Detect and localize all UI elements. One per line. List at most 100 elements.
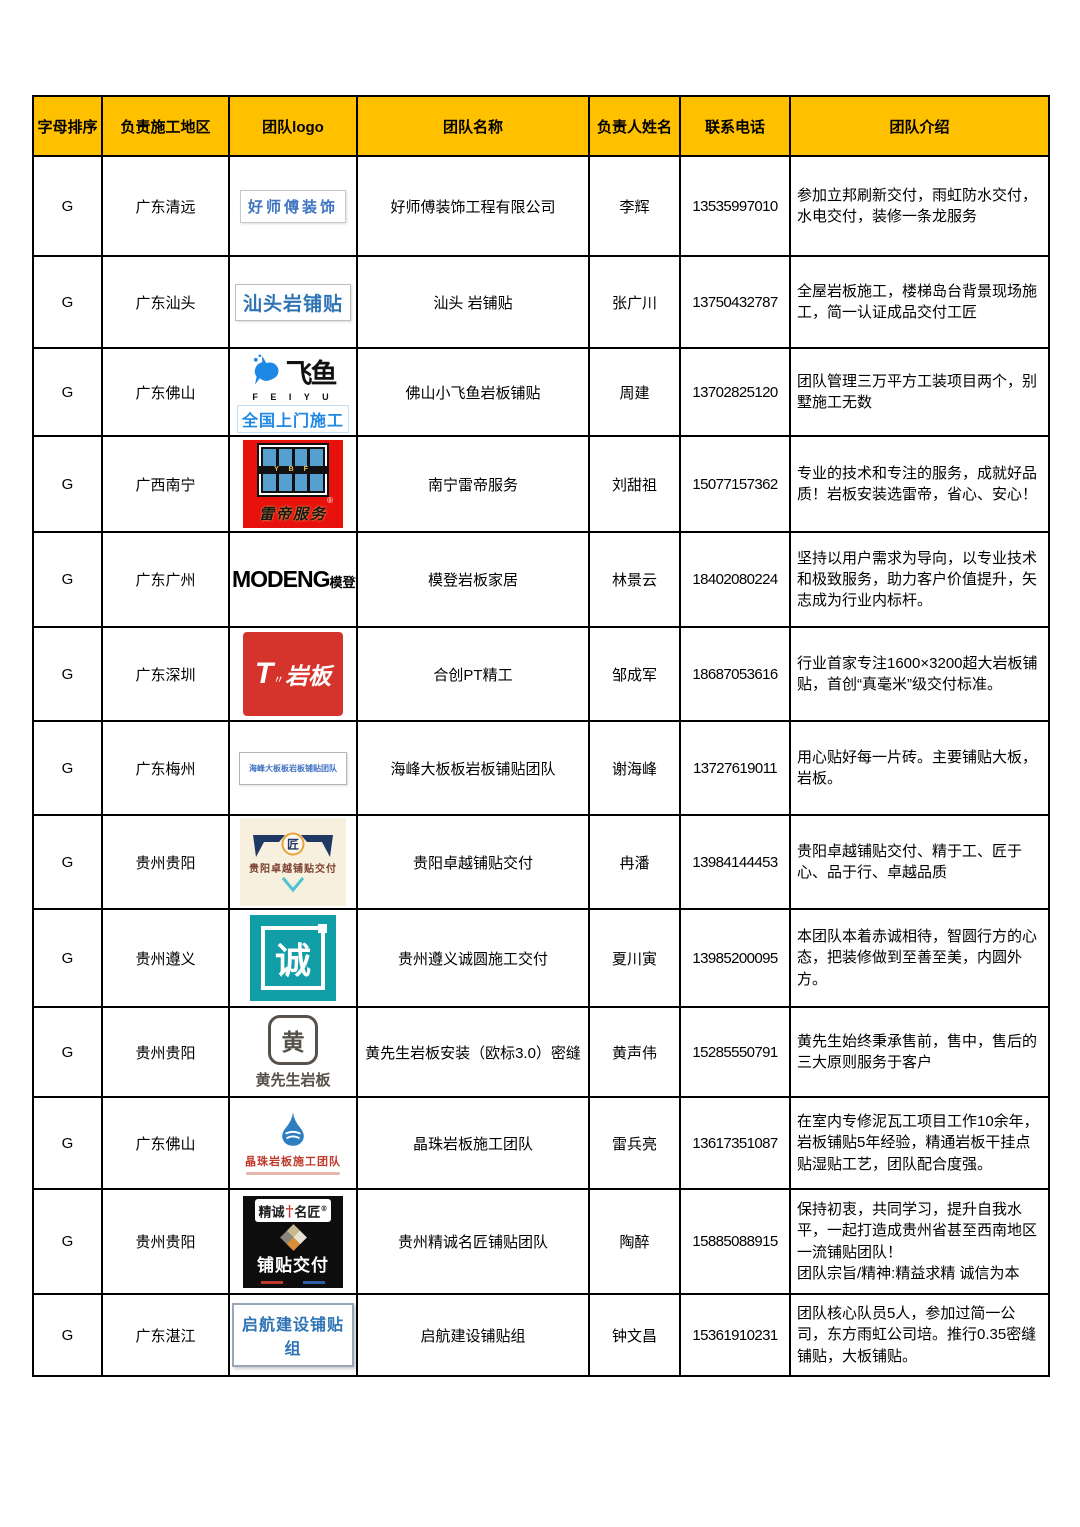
- logo-cell: 诚: [228, 908, 358, 1008]
- table-row: G 广东清远 好师傅装饰 好师傅装饰工程有限公司 李辉 13535997010 …: [32, 155, 1050, 257]
- logo-cell: 好师傅装饰: [228, 155, 358, 257]
- logo-text: 铺贴交付: [257, 1256, 329, 1276]
- haifeng-logo: 海峰大板板岩板铺贴团队: [239, 751, 347, 785]
- diamond-tile-icon: [279, 1224, 307, 1252]
- person-cell: 雷兵亮: [588, 1096, 681, 1190]
- table-row: G 贵州贵阳 黄 黄先生岩板 黄先生岩板安装（欧标3.0）密缝 黄声伟 1528…: [32, 1006, 1050, 1098]
- phone-cell: 13985200095: [679, 908, 791, 1008]
- person-cell: 李辉: [588, 155, 681, 257]
- team-name-cell: 贵州遵义诚圆施工交付: [356, 908, 590, 1008]
- person-cell: 冉潘: [588, 814, 681, 910]
- logo-text: 模登: [329, 575, 356, 590]
- phone-cell: 15077157362: [679, 435, 791, 533]
- team-name-cell: 汕头 岩铺贴: [356, 255, 590, 349]
- region-cell: 广东清远: [101, 155, 230, 257]
- header-row: 字母排序 负责施工地区 团队logo 团队名称 负责人姓名 联系电话 团队介绍: [32, 95, 1050, 157]
- logo-cell: 黄 黄先生岩板: [228, 1006, 358, 1098]
- region-cell: 贵州贵阳: [101, 814, 230, 910]
- chengyuan-logo: 诚: [250, 915, 336, 1001]
- huang-logo: 黄 黄先生岩板: [232, 1014, 354, 1090]
- table-row: G 贵州贵阳 匠 贵阳卓越铺贴交付 贵阳卓越铺贴交付 冉潘: [32, 814, 1050, 910]
- header-person: 负责人姓名: [588, 95, 681, 157]
- letter-cell: G: [32, 1006, 103, 1098]
- logo-cell: MODENG模登®: [228, 531, 358, 628]
- phone-cell: 13535997010: [679, 155, 791, 257]
- logo-text: 全国上门施工: [237, 404, 349, 433]
- intro-cell: 团队核心队员5人，参加过简一公司，东方雨虹公司培。推行0.35密缝铺贴，大板铺贴…: [789, 1293, 1050, 1377]
- jingzhu-logo: 晶珠岩板施工团队: [232, 1111, 354, 1175]
- shantou-logo: 汕头岩铺贴: [234, 283, 351, 321]
- underline-bars: [261, 1281, 325, 1285]
- letter-cell: G: [32, 1096, 103, 1190]
- header-logo: 团队logo: [228, 95, 358, 157]
- table-row: G 广东梅州 海峰大板板岩板铺贴团队 海峰大板板岩板铺贴团队 谢海峰 13727…: [32, 720, 1050, 816]
- person-cell: 夏川寅: [588, 908, 681, 1008]
- phone-cell: 18402080224: [679, 531, 791, 628]
- dot-icon: [318, 924, 327, 933]
- seal-frame-icon: 诚: [261, 926, 325, 990]
- person-cell: 邹成军: [588, 626, 681, 722]
- intro-cell: 团队管理三万平方工装项目两个，别墅施工无数: [789, 347, 1050, 437]
- table-row: G 贵州贵阳 精诚†名匠® 铺贴交付 贵州精诚名匠铺贴团队 陶醉 1588508…: [32, 1188, 1050, 1295]
- team-name-cell: 贵阳卓越铺贴交付: [356, 814, 590, 910]
- modeng-logo: MODENG模登®: [232, 566, 356, 593]
- table-row: G 广东深圳 T 〃岩板 合创PT精工 邹成军 18687053616 行业首家专…: [32, 626, 1050, 722]
- table-row: G 广东汕头 汕头岩铺贴 汕头 岩铺贴 张广川 13750432787 全屋岩板…: [32, 255, 1050, 349]
- logo-cell: 汕头岩铺贴: [228, 255, 358, 349]
- person-cell: 谢海峰: [588, 720, 681, 816]
- intro-cell: 黄先生始终秉承售前，售中，售后的三大原则服务于客户: [789, 1006, 1050, 1098]
- team-name-cell: 好师傅装饰工程有限公司: [356, 155, 590, 257]
- qihang-logo: 启航建设铺贴组: [232, 1303, 354, 1367]
- logo-text: 岩板: [285, 663, 332, 689]
- logo-text: 黄先生岩板: [255, 1071, 331, 1089]
- jingcheng-logo: 精诚†名匠® 铺贴交付: [243, 1195, 343, 1288]
- logo-text: 飞鱼: [285, 358, 338, 389]
- droplet-icon: [282, 1112, 304, 1146]
- region-cell: 广东梅州: [101, 720, 230, 816]
- region-cell: 贵州贵阳: [101, 1006, 230, 1098]
- intro-cell: 贵阳卓越铺贴交付、精于工、匠于心、品于行、卓越品质: [789, 814, 1050, 910]
- letter-cell: G: [32, 1293, 103, 1377]
- letter-cell: G: [32, 626, 103, 722]
- phone-cell: 18687053616: [679, 626, 791, 722]
- team-name-cell: 模登岩板家居: [356, 531, 590, 628]
- blue-bar: [303, 1281, 325, 1285]
- letter-cell: G: [32, 435, 103, 533]
- header-letter: 字母排序: [32, 95, 103, 157]
- logo-text: 贵阳卓越铺贴交付: [249, 863, 337, 875]
- region-cell: 广东汕头: [101, 255, 230, 349]
- tagline-bar: [246, 1172, 340, 1175]
- phone-cell: 15285550791: [679, 1006, 791, 1098]
- logo-cell: 飞鱼 F E I Y U 全国上门施工: [228, 347, 358, 437]
- header-phone: 联系电话: [679, 95, 791, 157]
- team-name-cell: 贵州精诚名匠铺贴团队: [356, 1188, 590, 1295]
- team-name-cell: 合创PT精工: [356, 626, 590, 722]
- intro-cell: 全屋岩板施工，楼梯岛台背景现场施工，简一认证成品交付工匠: [789, 255, 1050, 349]
- sword-icon: †: [285, 1202, 294, 1221]
- phone-cell: 13984144453: [679, 814, 791, 910]
- region-cell: 贵州遵义: [101, 908, 230, 1008]
- zhuoyue-logo: 匠 贵阳卓越铺贴交付: [240, 818, 346, 906]
- letter-cell: G: [32, 531, 103, 628]
- logo-text: 〃: [273, 674, 285, 686]
- logo-text: 黄: [281, 1028, 305, 1056]
- logo-cell: 海峰大板板岩板铺贴团队: [228, 720, 358, 816]
- team-name-cell: 启航建设铺贴组: [356, 1293, 590, 1377]
- logo-cell: 精诚†名匠® 铺贴交付: [228, 1188, 358, 1295]
- region-cell: 广东佛山: [101, 347, 230, 437]
- hechuang-logo: T 〃岩板: [243, 632, 343, 716]
- table-row: G 广东广州 MODENG模登® 模登岩板家居 林景云 18402080224 …: [32, 531, 1050, 628]
- logo-text: 雷帝服务: [258, 504, 327, 523]
- letter-cell: G: [32, 1188, 103, 1295]
- letter-cell: G: [32, 255, 103, 349]
- logo-text: 晶珠岩板施工团队: [245, 1156, 341, 1168]
- logo-text: 诚: [274, 940, 311, 982]
- intro-cell: 行业首家专注1600×3200超大岩板铺贴，首创“真毫米”级交付标准。: [789, 626, 1050, 722]
- haoshifu-logo: 好师傅装饰: [239, 189, 346, 223]
- registered-mark: ®: [327, 496, 333, 505]
- intro-cell: 参加立邦刷新交付，雨虹防水交付，水电交付，装修一条龙服务: [789, 155, 1050, 257]
- logo-text: F E I Y U: [252, 391, 334, 402]
- letter-cell: G: [32, 155, 103, 257]
- team-name-cell: 佛山小飞鱼岩板铺贴: [356, 347, 590, 437]
- phone-cell: 15361910231: [679, 1293, 791, 1377]
